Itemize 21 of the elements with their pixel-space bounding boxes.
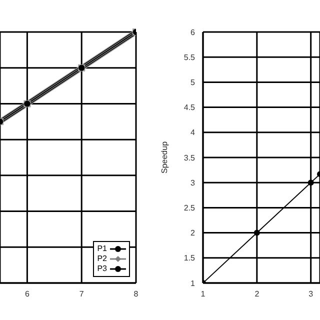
x-tick-label: 8	[134, 290, 139, 299]
y-tick-label: 6	[190, 28, 196, 37]
y-tick-label: 3	[190, 178, 196, 188]
y-tick-label: 4	[190, 128, 196, 138]
x-tick-label: 2	[254, 290, 260, 299]
y-tick-label: 1	[190, 278, 196, 288]
y-tick-label: 4.5	[184, 103, 196, 112]
y-axis-title: Speedup	[160, 140, 169, 174]
x-tick-label: 1	[200, 290, 206, 299]
x-tick-label: 7	[79, 290, 84, 299]
y-tick-label: 2.5	[184, 204, 196, 213]
y-tick-label: 3.5	[184, 153, 196, 162]
x-tick-label: 3	[308, 290, 314, 299]
legend-label: P3	[97, 264, 107, 274]
legend-label: P2	[97, 254, 107, 264]
y-tick-label: 2	[190, 228, 196, 238]
legend-label: P1	[97, 244, 107, 254]
y-tick-label: 5	[190, 78, 196, 88]
y-tick-label: 1.5	[184, 254, 196, 263]
x-tick-label: 6	[24, 290, 30, 299]
y-tick-label: 5.5	[184, 52, 196, 62]
